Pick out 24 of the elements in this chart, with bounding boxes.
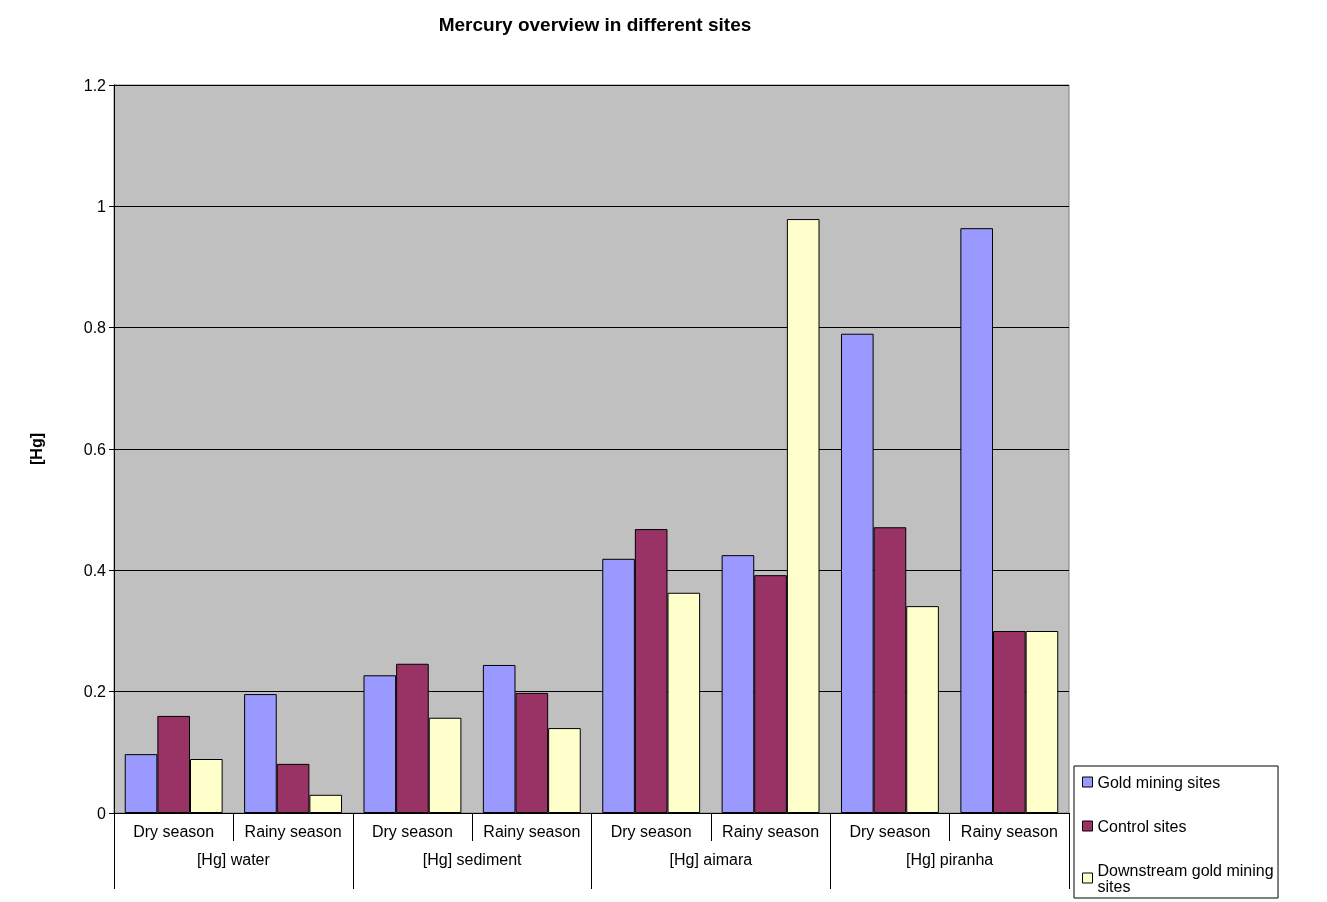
- legend-label: Gold mining sites: [1097, 773, 1221, 791]
- y-tick-label: 0.8: [83, 319, 107, 337]
- y-tick-label: 1: [97, 197, 107, 215]
- legend-label: Control sites: [1097, 817, 1187, 835]
- legend-label: Downstream gold mining sites: [1097, 861, 1279, 895]
- y-tick-label: 0.6: [83, 440, 107, 458]
- text: [Hg] water: [196, 850, 271, 868]
- y-tick-label: 0.2: [83, 683, 107, 701]
- text: [Hg] aimara: [669, 850, 753, 868]
- y-tick-label: 0: [97, 804, 107, 822]
- x-tick-label: Dry season: [849, 822, 931, 840]
- x-tick-label: Rainy season: [244, 822, 342, 840]
- x-tick-label: Rainy season: [960, 822, 1058, 840]
- chart-title: Mercury overview in different sites: [438, 14, 752, 35]
- text: [Hg] piranha: [906, 850, 994, 868]
- x-tick-label: Dry season: [371, 822, 453, 840]
- x-tick-label: Rainy season: [483, 822, 581, 840]
- x-tick-label: Dry season: [610, 822, 692, 840]
- y-tick-label: 1.2: [83, 76, 107, 94]
- y-axis-title: [Hg]: [27, 433, 45, 465]
- y-tick-label: 0.4: [83, 561, 107, 579]
- x-tick-label: Dry season: [133, 822, 215, 840]
- x-tick-label: Rainy season: [722, 822, 820, 840]
- text: [Hg] sediment: [422, 850, 523, 868]
